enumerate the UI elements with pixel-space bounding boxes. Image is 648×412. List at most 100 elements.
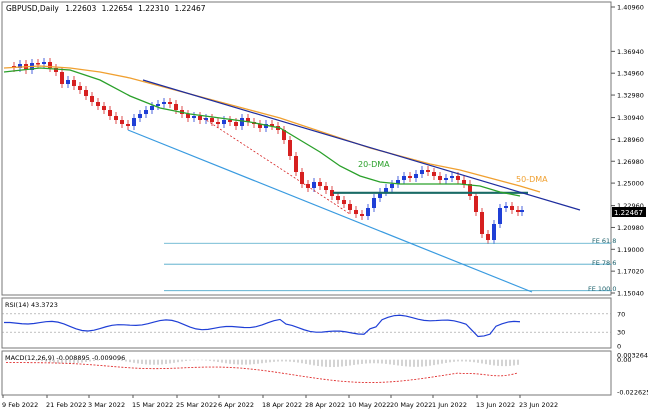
rsi-label: RSI(14) 43.3723	[5, 301, 58, 309]
x-tick-label: 1 Jun 2022	[432, 401, 467, 409]
candle-body	[510, 206, 514, 210]
candle-body	[264, 124, 268, 128]
candle-body	[108, 110, 112, 116]
macd-series	[5, 359, 519, 383]
fib-618-label: FE 61.8	[592, 237, 616, 245]
x-tick-label: 6 Apr 2022	[218, 401, 254, 409]
candle-body	[300, 172, 304, 184]
candle-body	[234, 122, 238, 126]
candle-body	[186, 114, 190, 118]
price-tick-label: 1.15040	[617, 290, 644, 298]
open-value: 1.22603	[65, 4, 96, 13]
candle-body	[426, 170, 430, 172]
candle-body	[306, 184, 310, 188]
price-tag	[612, 207, 646, 217]
candle-body	[48, 62, 52, 68]
rsi-tick-label: 30	[617, 329, 625, 337]
x-tick-label: 20 May 2022	[390, 401, 432, 409]
rsi-panel[interactable]	[1, 297, 612, 349]
price-tick-label: 1.26980	[617, 158, 644, 166]
candle-body	[474, 196, 478, 212]
price-tag-label: 1.22467	[614, 209, 643, 217]
macd-signal-line	[5, 362, 519, 383]
x-tick-label: 10 May 2022	[348, 401, 390, 409]
price-tick-label: 1.36940	[617, 48, 644, 56]
candle-body	[114, 116, 118, 120]
candle-body	[336, 196, 340, 200]
x-tick-label: 21 Feb 2022	[46, 401, 86, 409]
candle-body	[198, 116, 202, 120]
candle-body	[174, 104, 178, 110]
price-tick-label: 1.28960	[617, 136, 644, 144]
candle-body	[282, 130, 286, 140]
candle-body	[72, 80, 76, 86]
dma50-line	[3, 65, 541, 193]
candle-body	[294, 156, 298, 172]
price-tick-label: 1.30940	[617, 114, 644, 122]
candle-body	[318, 182, 322, 186]
candle-body	[324, 186, 328, 190]
candle-body	[480, 212, 484, 234]
price-tick-label: 1.34960	[617, 70, 644, 78]
price-tick-label: 1.25000	[617, 180, 644, 188]
dma20-label: 20-DMA	[358, 160, 390, 169]
low-value: 1.22310	[138, 4, 169, 13]
candle-body	[330, 190, 334, 196]
close-value: 1.22467	[174, 4, 205, 13]
candle-body	[360, 214, 364, 216]
candle-body	[210, 118, 214, 122]
chart-header: GBPUSD,Daily 1.22603 1.22654 1.22310 1.2…	[6, 4, 206, 13]
fib-786-label: FE 78.6	[592, 259, 616, 267]
candle-body	[504, 206, 508, 208]
x-tick-label: 15 Mar 2022	[132, 401, 173, 409]
x-tick-label: 13 Jun 2022	[476, 401, 515, 409]
candle-body	[354, 210, 358, 214]
candle-body	[144, 110, 148, 114]
candle-body	[444, 178, 448, 180]
candle-body	[228, 120, 232, 122]
candle-body	[222, 120, 226, 124]
high-value: 1.22654	[102, 4, 133, 13]
candle-body	[520, 210, 524, 212]
candle-body	[384, 188, 388, 192]
candle-body	[438, 176, 442, 180]
candle-body	[486, 234, 490, 240]
candle-body	[138, 114, 142, 118]
candle-body	[150, 106, 154, 110]
candle-body	[240, 118, 244, 126]
macd-tick-label: -0.022625	[617, 389, 648, 397]
price-tick-label: 1.22960	[617, 202, 644, 210]
candle-body	[366, 208, 370, 216]
x-tick-label: 28 Apr 2022	[305, 401, 345, 409]
candle-body	[396, 180, 400, 184]
fib-projection-line	[199, 115, 351, 215]
candle-body	[120, 120, 124, 124]
candle-body	[246, 118, 250, 122]
macd-tick-label: 0.00	[617, 356, 631, 364]
candle-body	[102, 106, 106, 110]
candle-body	[312, 182, 316, 188]
candle-body	[348, 204, 352, 210]
candle-body	[90, 96, 94, 102]
candle-body	[96, 102, 100, 106]
candle-body	[168, 102, 172, 104]
candle-body	[468, 184, 472, 196]
x-tick-label: 25 Mar 2022	[176, 401, 217, 409]
candle-body	[204, 118, 208, 120]
candle-body	[66, 80, 70, 84]
candle-body	[420, 170, 424, 174]
rsi-series	[2, 313, 611, 338]
price-panel[interactable]	[1, 1, 612, 296]
candle-body	[402, 176, 406, 180]
candle-body	[450, 176, 454, 178]
rsi-tick-label: 70	[617, 310, 625, 318]
macd-panel[interactable]	[1, 350, 612, 396]
chart-overlays	[3, 65, 611, 293]
candle-body	[408, 176, 412, 178]
candle-body	[462, 180, 466, 184]
candle-body	[132, 118, 136, 126]
x-tick-label: 23 Jun 2022	[519, 401, 558, 409]
candle-body	[18, 64, 22, 68]
candle-body	[216, 122, 220, 124]
